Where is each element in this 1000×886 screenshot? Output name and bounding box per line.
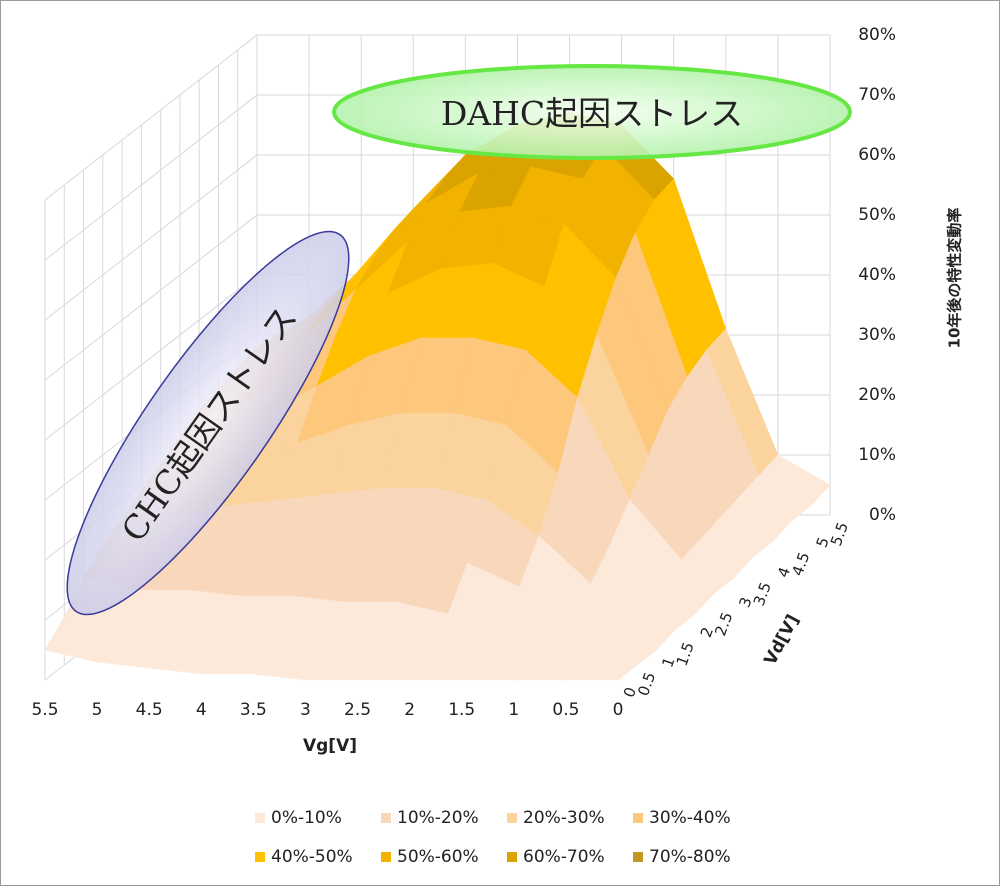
legend-label: 40%-50% xyxy=(271,847,353,867)
x-tick-label: 0 xyxy=(613,700,624,720)
x-tick-label: 2 xyxy=(404,700,415,720)
legend-label: 60%-70% xyxy=(523,847,605,867)
x-tick-label: 5 xyxy=(92,700,103,720)
z-tick-label: 30% xyxy=(858,325,896,345)
legend-label: 0%-10% xyxy=(271,808,342,828)
legend-swatch xyxy=(507,852,517,862)
z-tick-label: 0% xyxy=(869,505,896,525)
surface-cell xyxy=(565,664,638,681)
legend-swatch xyxy=(633,852,643,862)
legend-label: 50%-60% xyxy=(397,847,479,867)
z-axis-label: 10年後の特性変動率 xyxy=(946,208,964,349)
x-tick-label: 4.5 xyxy=(136,700,163,720)
z-tick-label: 20% xyxy=(858,385,896,405)
x-tick-label: 5.5 xyxy=(31,700,58,720)
legend-label: 10%-20% xyxy=(397,808,479,828)
x-tick-label: 3.5 xyxy=(240,700,267,720)
annotation-ellipse xyxy=(332,64,852,160)
legend-label: 30%-40% xyxy=(649,808,731,828)
x-tick-label: 1.5 xyxy=(448,700,475,720)
z-tick-label: 50% xyxy=(858,205,896,225)
legend-swatch xyxy=(507,813,517,823)
z-tick-label: 70% xyxy=(858,85,896,105)
x-tick-label: 0.5 xyxy=(552,700,579,720)
annotation: DAHC起因ストレス xyxy=(441,94,743,133)
x-tick-label: 4 xyxy=(196,700,207,720)
legend-label: 20%-30% xyxy=(523,808,605,828)
x-tick-label: 2.5 xyxy=(344,700,371,720)
x-tick-label: 1 xyxy=(508,700,519,720)
z-tick-label: 80% xyxy=(858,25,896,45)
x-tick-label: 3 xyxy=(300,700,311,720)
annotation-ellipse xyxy=(66,230,350,616)
z-tick-label: 60% xyxy=(858,145,896,165)
z-tick-label: 40% xyxy=(858,265,896,285)
legend-swatch xyxy=(255,813,265,823)
x-axis-label: Vg[V] xyxy=(303,736,357,756)
legend-label: 70%-80% xyxy=(649,847,731,867)
legend-swatch xyxy=(381,852,391,862)
legend-swatch xyxy=(255,852,265,862)
legend-swatch xyxy=(633,813,643,823)
legend-swatch xyxy=(381,813,391,823)
z-tick-label: 10% xyxy=(858,445,896,465)
